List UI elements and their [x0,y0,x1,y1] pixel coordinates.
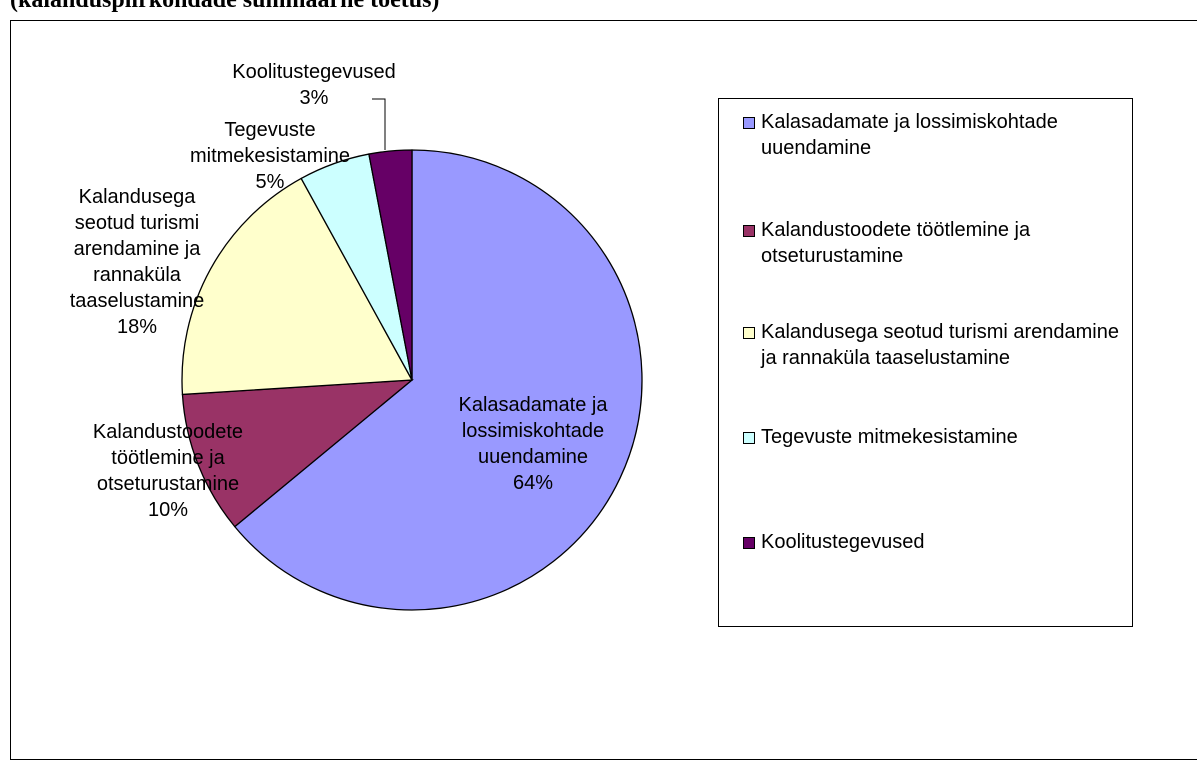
pie-slice [233,149,643,611]
legend-entry: Tegevuste mitmekesistamine [743,424,1131,450]
data-label-name: Kalasadamate ja lossimiskohtade uuendami… [458,394,608,468]
legend-swatch [743,327,755,339]
chart [181,98,643,611]
data-label: Kalandustoodete töötlemine ja otseturust… [58,419,278,523]
data-label-value: 5% [255,171,285,193]
legend-swatch [743,537,755,549]
page: (kalanduspiirkondade summaarne toetus) K… [10,0,1197,760]
data-label: Koolitustegevused 3% [204,59,424,111]
data-label-name: Kalandustoodete töötlemine ja otseturust… [92,421,244,495]
pie-slice [368,149,413,381]
data-label-value: 64% [512,472,554,494]
legend-swatch [743,432,755,444]
legend-entry: Kalandustoodete töötlemine ja otseturust… [743,217,1131,269]
data-label-value: 10% [147,499,189,521]
data-label: Kalasadamate ja lossimiskohtade uuendami… [418,392,648,496]
pie-slice [181,177,414,396]
legend-swatch [743,225,755,237]
legend-swatch [743,117,755,129]
leader-line [372,98,386,150]
data-label-value: 18% [116,316,158,338]
data-label-value: 3% [299,87,329,109]
pie-slice [181,379,414,528]
data-label-name: Kalandusega seotud turismi arendamine ja… [69,186,205,312]
legend-entry: Koolitustegevused [743,529,1131,555]
legend: Kalasadamate ja lossimiskohtade uuendami… [718,98,1133,627]
chart-title: (kalanduspiirkondade summaarne toetus) [10,0,440,13]
data-label-name: Tegevuste mitmekesistamine [189,119,351,167]
legend-label: Koolitustegevused [761,531,925,553]
legend-label: Kalandusega seotud turismi arendamine ja… [761,321,1119,369]
legend-label: Tegevuste mitmekesistamine [761,426,1018,448]
data-label: Tegevuste mitmekesistamine 5% [150,117,390,195]
legend-entry: Kalandusega seotud turismi arendamine ja… [743,319,1131,371]
data-label-name: Koolitustegevused [232,61,396,83]
legend-label: Kalandustoodete töötlemine ja otseturust… [761,219,1031,267]
data-label: Kalandusega seotud turismi arendamine ja… [52,184,222,340]
legend-entry: Kalasadamate ja lossimiskohtade uuendami… [743,109,1131,161]
legend-label: Kalasadamate ja lossimiskohtade uuendami… [761,111,1058,159]
